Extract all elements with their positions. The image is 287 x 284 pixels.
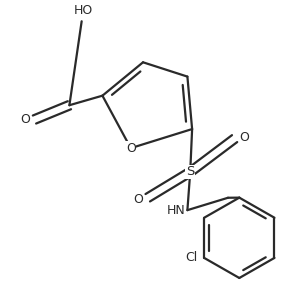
Text: O: O [21,113,30,126]
Text: HO: HO [73,4,93,17]
Text: S: S [186,166,194,179]
Text: O: O [133,193,143,206]
Text: Cl: Cl [185,251,197,264]
Text: O: O [239,131,249,144]
Text: O: O [126,142,136,155]
Text: HN: HN [166,204,185,217]
